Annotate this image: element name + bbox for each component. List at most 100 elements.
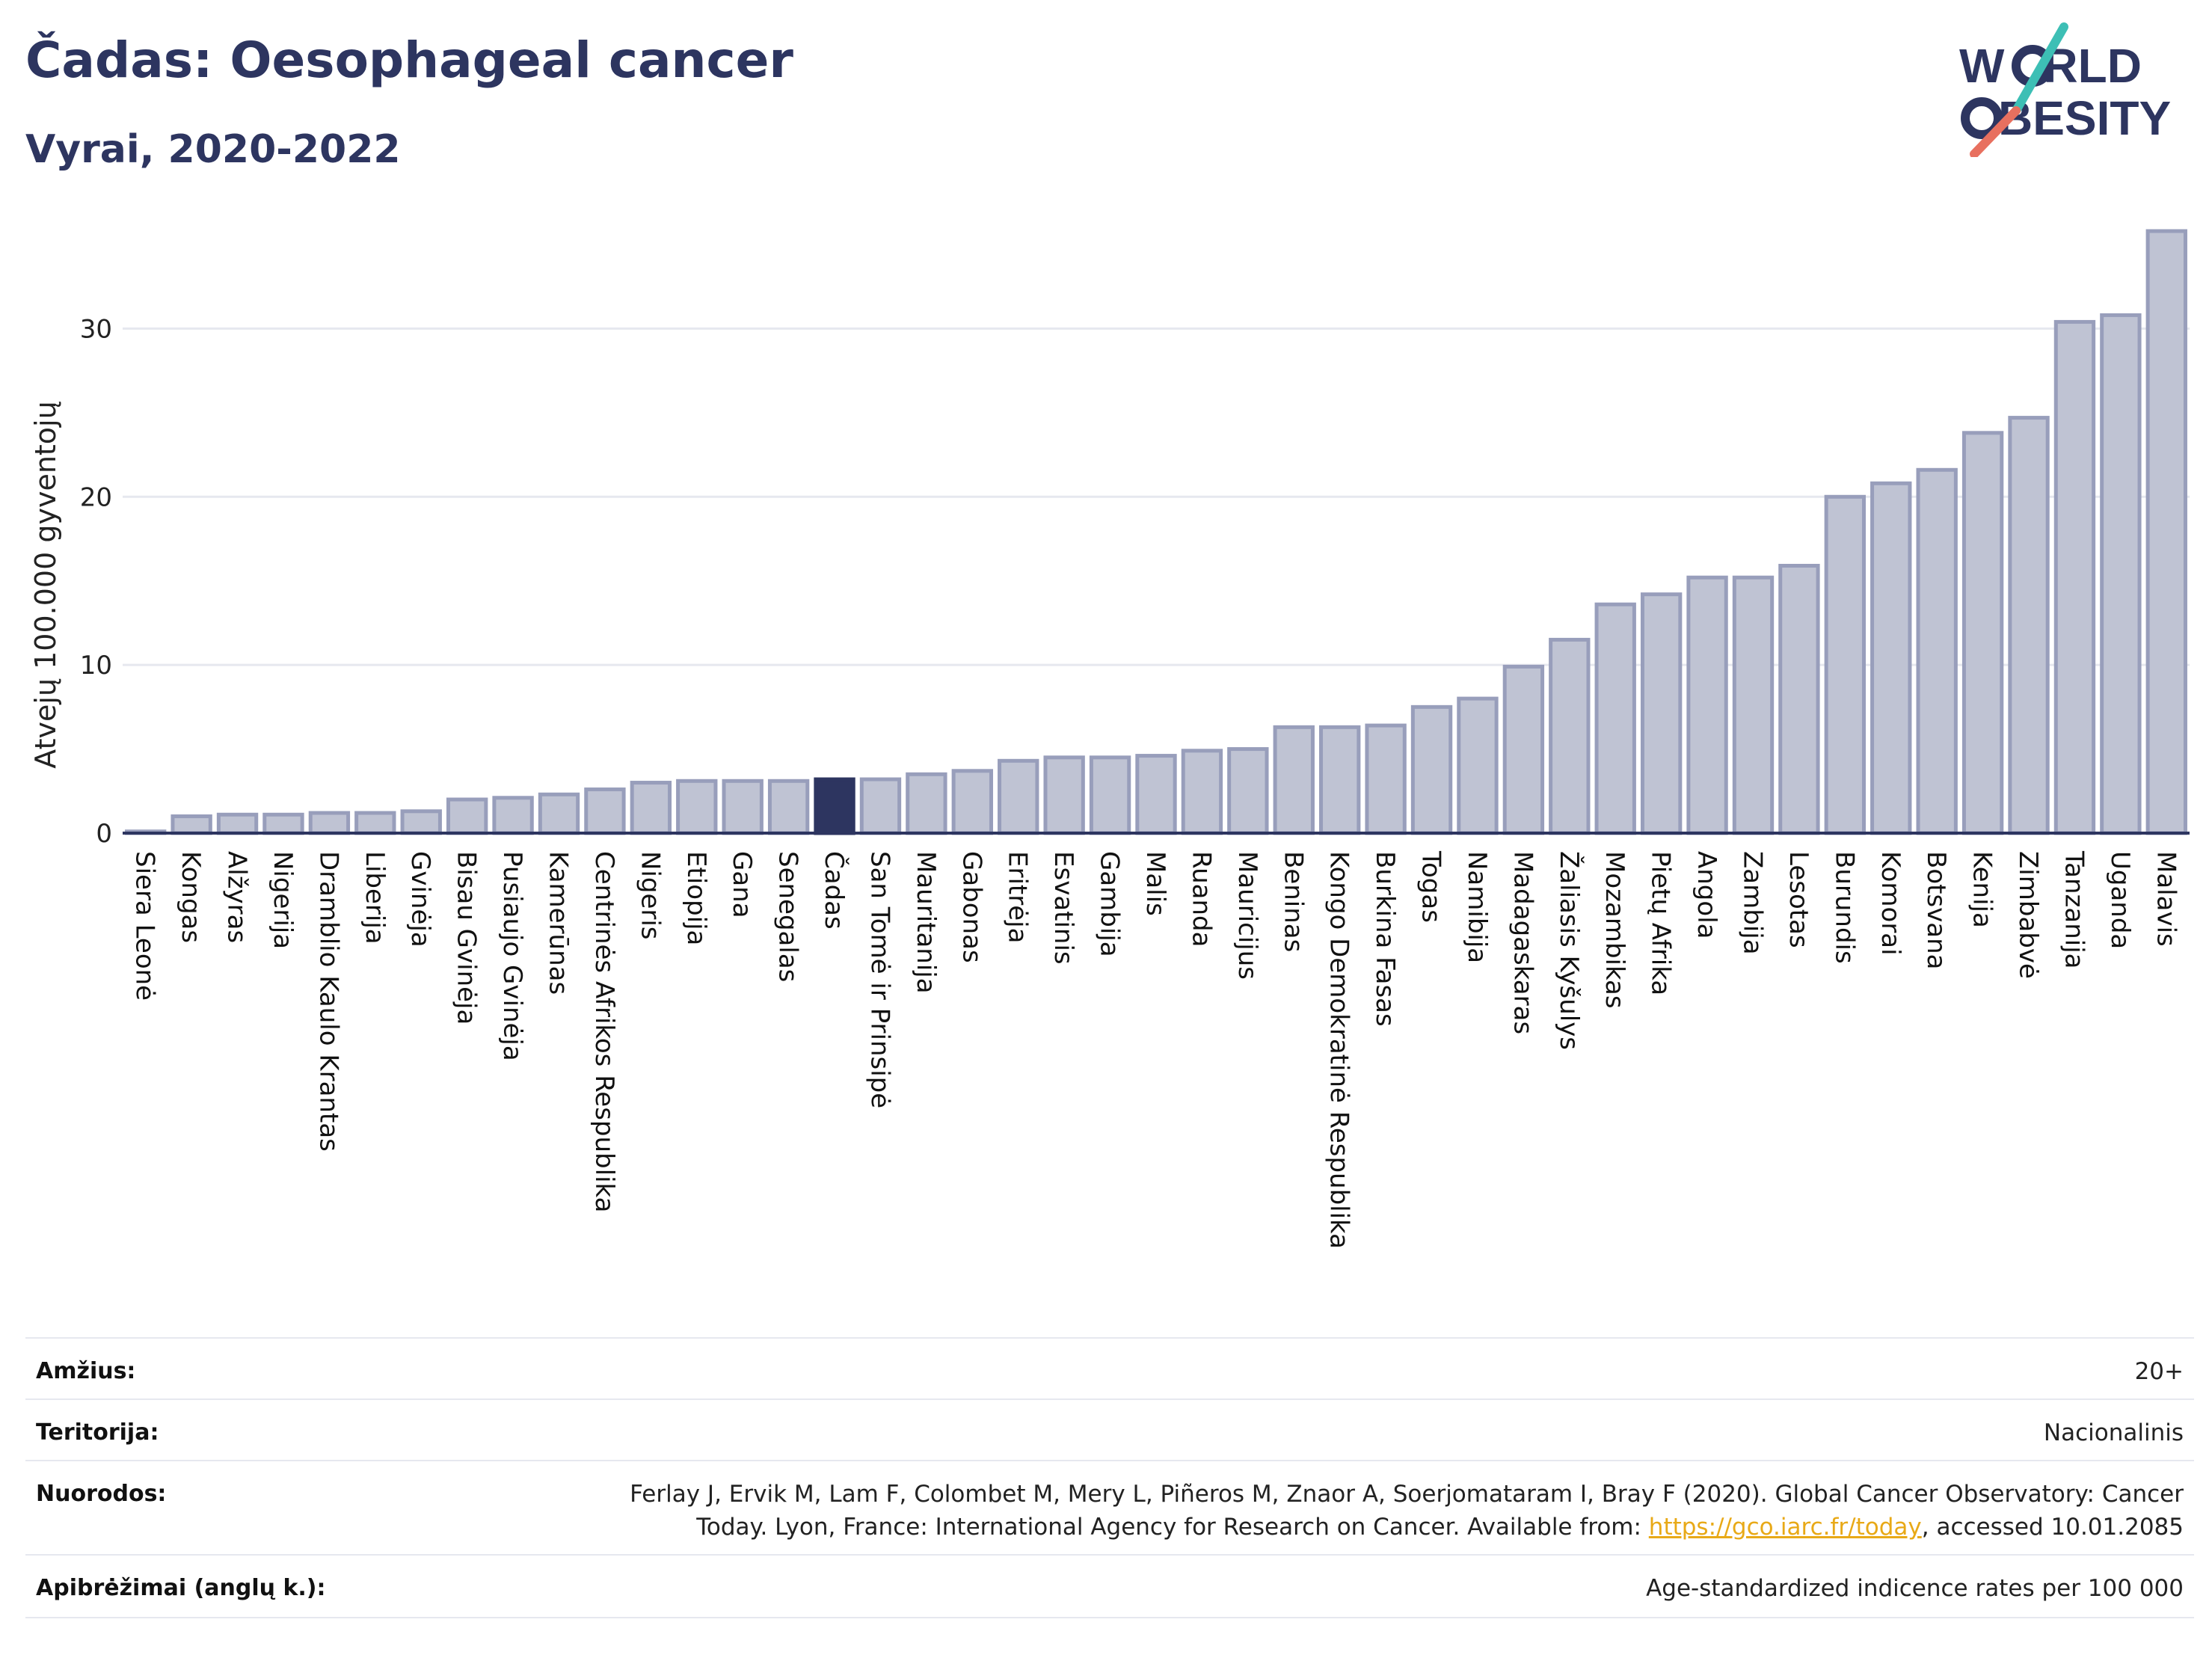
x-tick-label: Mauricijus: [1232, 851, 1262, 980]
bar-Dramblio Kaulo Krantas: [308, 811, 351, 835]
x-tick-label: Togas: [1416, 850, 1446, 923]
reference-line-1: Ferlay J, Ervik M, Lam F, Colombet M, Me…: [630, 1481, 2184, 1508]
x-tick-label: Madagaskaras: [1508, 851, 1537, 1034]
x-tick-label: Zambija: [1737, 851, 1767, 955]
chart-title: Čadas: Oesophageal cancer: [25, 31, 793, 89]
info-label-definitions: Apibrėžimai (anglų k.):: [36, 1575, 326, 1601]
x-tick-label: Pietų Afrika: [1646, 851, 1676, 995]
bar-Pusiaujo Gvinėja: [492, 796, 534, 835]
x-tick-label: Tanzanija: [2059, 850, 2089, 968]
y-tick-label: 10: [80, 651, 112, 681]
bar-Pietų Afrika: [1640, 592, 1683, 835]
x-tick-label: San Tomė ir Prinsipė: [864, 851, 894, 1108]
x-tick-label: Malis: [1140, 851, 1170, 916]
x-tick-label: Gvinėja: [405, 851, 435, 948]
info-value-territory: Nacionalinis: [2043, 1419, 2184, 1446]
bar-Komorai: [1870, 481, 1912, 835]
bar-Bisau Gvinėja: [446, 797, 488, 835]
bar-Kongo Demokratinė Respublika: [1319, 725, 1361, 835]
x-tick-label: Kongas: [176, 851, 206, 943]
bar-Gvinėja: [400, 809, 442, 835]
y-tick-label: 20: [80, 482, 112, 512]
x-tick-label: Gambija: [1095, 851, 1125, 957]
x-tick-label: Gana: [727, 851, 757, 918]
x-tick-label: Botsvana: [1921, 851, 1951, 970]
bar-San Tomė ir Prinsipė: [859, 777, 902, 835]
x-tick-label: Nigerija: [268, 851, 298, 949]
reference-link[interactable]: https://gco.iarc.fr/today: [1648, 1514, 1922, 1541]
bar-Nigerija: [262, 812, 304, 835]
x-tick-label: Kenija: [1967, 851, 1997, 928]
x-tick-label: Liberija: [360, 851, 390, 945]
x-tick-label: Žaliasis Kyšulys: [1554, 851, 1585, 1050]
bar-Gambija: [1089, 755, 1131, 835]
x-tick-label: Malavis: [2151, 851, 2181, 947]
bar-Mozambikas: [1594, 602, 1636, 835]
x-tick-label: Siera Leonė: [130, 851, 160, 1001]
x-tick-label: Dramblio Kaulo Krantas: [313, 851, 343, 1152]
x-tick-label: Etiopija: [681, 851, 711, 945]
bar-Lesotas: [1778, 563, 1820, 835]
bar-Mauritanija: [906, 772, 947, 835]
bar-Senegalas: [767, 779, 810, 835]
bar-Alžyras: [216, 812, 259, 835]
bar-Etiopija: [676, 779, 718, 835]
chart-subtitle: Vyrai, 2020-2022: [25, 127, 401, 172]
bar-Kongas: [170, 814, 212, 835]
x-tick-label: Burkina Fasas: [1370, 851, 1400, 1027]
bar-Beninas: [1273, 725, 1315, 835]
bar-Malavis: [2145, 229, 2187, 835]
bar-Čadas: [814, 777, 855, 835]
bar-Žaliasis Kyšulys: [1549, 637, 1591, 835]
bar-Liberija: [354, 811, 396, 835]
y-tick-label: 30: [80, 314, 112, 344]
info-row-references: Nuorodos: Ferlay J, Ervik M, Lam F, Colo…: [25, 1460, 2194, 1556]
x-tick-label: Pusiaujo Gvinėja: [497, 851, 527, 1061]
x-tick-label: Kongo Demokratinė Respublika: [1324, 851, 1354, 1249]
bar-Eritrėja: [998, 758, 1039, 835]
x-tick-label: Ruanda: [1186, 851, 1216, 947]
bar-Gabonas: [951, 769, 993, 835]
bar-Gana: [722, 779, 764, 835]
info-value-references: Ferlay J, Ervik M, Lam F, Colombet M, Me…: [630, 1478, 2184, 1544]
bar-chart: 0 10 20 30 Siera Leonė Kongas Alžyras Nigerija…: [29, 229, 2190, 1249]
bar-Malis: [1135, 754, 1177, 835]
bar-Togas: [1410, 704, 1453, 835]
bar-Esvatinis: [1043, 755, 1085, 835]
x-tick-label: Namibija: [1462, 851, 1492, 963]
info-row-age: Amžius: 20+: [25, 1337, 2194, 1400]
bar-Zimbabvė: [2008, 416, 2050, 835]
x-tick-label: Centrinės Afrikos Respublika: [589, 851, 619, 1212]
bar-Angola: [1686, 575, 1728, 835]
x-tick-label: Lesotas: [1784, 851, 1813, 948]
x-tick-label: Čadas: [819, 851, 850, 930]
x-tick-label: Mauritanija: [911, 851, 941, 994]
info-value-age: 20+: [2134, 1358, 2184, 1385]
x-tick-label: Mozambikas: [1600, 851, 1629, 1009]
bar-Kenija: [1961, 431, 2004, 835]
x-tick-label: Komorai: [1875, 851, 1905, 956]
x-tick-label: Esvatinis: [1048, 851, 1078, 965]
info-label-age: Amžius:: [36, 1358, 136, 1384]
x-tick-label: Zimbabvė: [2013, 851, 2043, 979]
bar-Burkina Fasas: [1365, 723, 1407, 835]
bar-Ruanda: [1181, 749, 1223, 835]
bar-Mauricijus: [1227, 747, 1269, 835]
bar-Namibija: [1457, 696, 1499, 835]
info-label-references: Nuorodos:: [36, 1481, 167, 1507]
x-tick-label: Senegalas: [773, 851, 803, 982]
bar-Botsvana: [1916, 467, 1958, 835]
bar-Uganda: [2100, 313, 2142, 835]
y-axis-label: Atvejų 100.000 gyventojų: [29, 401, 62, 768]
info-label-territory: Teritorija:: [36, 1419, 159, 1446]
x-tick-label: Burundis: [1829, 851, 1859, 964]
x-tick-label: Bisau Gvinėja: [452, 851, 482, 1025]
bar-Centrinės Afrikos Respublika: [584, 787, 626, 835]
bar-Nigeris: [630, 781, 672, 835]
x-tick-label: Nigeris: [635, 851, 665, 940]
bar-Burundis: [1824, 494, 1867, 835]
bar-Madagaskaras: [1502, 664, 1545, 835]
info-value-definitions: Age-standardized indicence rates per 100…: [1646, 1575, 2184, 1602]
x-tick-label: Uganda: [2105, 851, 2135, 949]
